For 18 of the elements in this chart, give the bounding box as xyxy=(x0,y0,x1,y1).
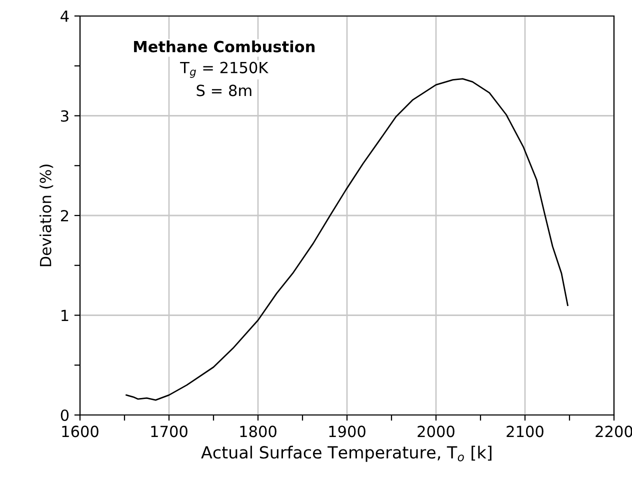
x-tick-label: 2100 xyxy=(506,426,544,438)
y-tick-label: 1 xyxy=(62,310,68,322)
annotation: T$_{g}$ = 2150K xyxy=(180,62,269,78)
x-tick-label: 2000 xyxy=(418,426,454,438)
x-tick-label: 1800 xyxy=(240,426,276,438)
y-axis-title: Deviation (%) xyxy=(40,164,54,266)
y-tick-label: 0 xyxy=(60,409,69,422)
x-tick-label: 2200 xyxy=(596,426,632,438)
x-axis-title: Actual Surface Temperature, T$_{o}$ [k] xyxy=(201,446,492,462)
annotation: S = 8m xyxy=(196,84,252,96)
line-series xyxy=(126,78,568,401)
x-tick-label: 1600 xyxy=(62,426,98,438)
y-tick-label: 4 xyxy=(60,10,69,22)
x-tick-label: 1700 xyxy=(151,426,188,438)
annotation: Methane Combustion xyxy=(134,40,315,52)
y-tick-label: 3 xyxy=(61,110,68,122)
x-tick-label: 1900 xyxy=(329,426,366,438)
y-tick-label: 2 xyxy=(60,210,68,222)
